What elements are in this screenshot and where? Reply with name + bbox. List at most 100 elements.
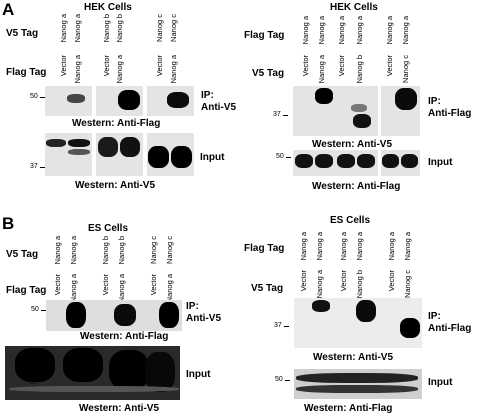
mw-marker-50: 50 (30, 93, 38, 100)
lane-label: Nanog c (403, 270, 412, 298)
blot-input (381, 150, 420, 176)
panel-letter-a: A (2, 0, 15, 19)
lane-label: Nanog a (315, 270, 324, 299)
lane-label: Nanog a (315, 232, 324, 261)
blot-ip (293, 86, 378, 136)
western-anti-v5-label: Western: Anti-V5 (75, 180, 156, 191)
ip-anti-flag-label: IP: Anti-Flag (428, 311, 472, 334)
lane-label: Vector (387, 270, 396, 292)
flag-tag-label: Flag Tag (6, 285, 47, 296)
mw-marker-50: 50 (276, 153, 284, 160)
lane-label: Nanog a (115, 55, 124, 84)
panel-b-left-title: ES Cells (88, 223, 129, 234)
lane-label: Nanog a (69, 274, 78, 303)
lane-label: Nanog a (403, 232, 412, 261)
input-label: Input (186, 369, 211, 380)
western-anti-flag-label: Western: Anti-Flag (72, 118, 161, 129)
flag-tag-label: Flag Tag (6, 67, 47, 78)
v5-tag-label: V5 Tag (6, 249, 39, 260)
blot-ip (294, 298, 422, 348)
lane-label: Nanog a (317, 16, 326, 45)
lane-label: Nanog a (73, 55, 82, 84)
lane-label: Nanog a (317, 55, 326, 84)
western-anti-flag-label: Western: Anti-Flag (304, 403, 393, 414)
panel-a-left-title: HEK Cells (84, 2, 132, 13)
lane-label: Nanog a (165, 274, 174, 303)
blot-ip (147, 86, 194, 116)
lane-label: Nanog c (165, 236, 174, 264)
lane-label: Nanog a (337, 16, 346, 45)
input-label: Input (428, 377, 453, 388)
lane-label: Vector (339, 270, 348, 292)
lane-label: Nanog b (355, 55, 364, 84)
mw-marker-37: 37 (30, 163, 38, 170)
ip-anti-flag-label: IP: Anti-Flag (428, 96, 472, 119)
lane-label: Vector (337, 55, 346, 77)
lane-label: Vector (299, 270, 308, 292)
lane-label: Nanog a (401, 16, 410, 45)
western-anti-v5-label: Western: Anti-V5 (312, 139, 393, 150)
lane-label: Nanog a (355, 16, 364, 45)
mw-marker-37: 37 (273, 111, 281, 118)
lane-label: Vector (53, 274, 62, 296)
lane-label: Nanog a (339, 232, 348, 261)
blot-ip (46, 300, 182, 331)
blot-input (294, 369, 422, 399)
lane-label: Vector (149, 274, 158, 296)
mw-marker-50: 50 (275, 376, 283, 383)
flag-tag-label: Flag Tag (244, 30, 285, 41)
lane-label: Nanog b (117, 236, 126, 265)
mw-marker-37: 37 (30, 379, 38, 386)
lane-label: Nanog a (387, 232, 396, 261)
lane-label: Nanog a (59, 14, 68, 43)
mw-marker-50: 50 (31, 306, 39, 313)
v5-tag-label: V5 Tag (252, 68, 285, 79)
lane-label: Nanog b (102, 14, 111, 43)
lane-label: Nanog a (299, 232, 308, 261)
western-anti-flag-label: Western: Anti-Flag (80, 331, 169, 342)
lane-label: Vector (102, 55, 111, 77)
panel-letter-b: B (2, 214, 15, 233)
western-anti-v5-label: Western: Anti-V5 (79, 403, 160, 414)
lane-label: Nanog a (53, 236, 62, 265)
lane-label: Nanog a (169, 55, 178, 84)
blot-ip (45, 86, 92, 116)
ip-anti-v5-label: IP: Anti-V5 (186, 301, 221, 324)
v5-tag-label: V5 Tag (251, 283, 284, 294)
blot-input (5, 346, 180, 400)
input-label: Input (200, 152, 225, 163)
flag-tag-label: Flag Tag (244, 243, 285, 254)
panel-a-right-title: HEK Cells (330, 2, 378, 13)
lane-label: Nanog a (355, 232, 364, 261)
western-anti-flag-label: Western: Anti-Flag (312, 181, 401, 192)
v5-tag-label: V5 Tag (6, 28, 39, 39)
ip-anti-v5-label: IP: Anti-V5 (201, 90, 236, 113)
lane-label: Nanog a (73, 14, 82, 43)
lane-label: Nanog a (69, 236, 78, 265)
blot-input (96, 133, 143, 176)
lane-label: Nanog c (155, 14, 164, 42)
lane-label: Nanog b (355, 270, 364, 299)
lane-label: Nanog a (301, 16, 310, 45)
lane-label: Nanog a (385, 16, 394, 45)
lane-label: Vector (385, 55, 394, 77)
lane-label: Nanog c (169, 14, 178, 42)
lane-label: Vector (101, 274, 110, 296)
blot-ip (96, 86, 143, 116)
blot-input (147, 133, 194, 176)
blot-input (45, 133, 92, 176)
western-anti-v5-label: Western: Anti-V5 (313, 352, 394, 363)
blot-input (293, 150, 378, 176)
lane-label: Vector (301, 55, 310, 77)
blot-ip (381, 86, 420, 136)
lane-label: Nanog c (149, 236, 158, 264)
lane-label: Nanog a (117, 274, 126, 303)
lane-label: Nanog b (115, 14, 124, 43)
panel-b-right-title: ES Cells (330, 215, 371, 226)
lane-label: Nanog b (101, 236, 110, 265)
mw-marker-37: 37 (274, 322, 282, 329)
lane-label: Nanog c (401, 55, 410, 83)
lane-label: Vector (59, 55, 68, 77)
input-label: Input (428, 157, 453, 168)
lane-label: Vector (155, 55, 164, 77)
